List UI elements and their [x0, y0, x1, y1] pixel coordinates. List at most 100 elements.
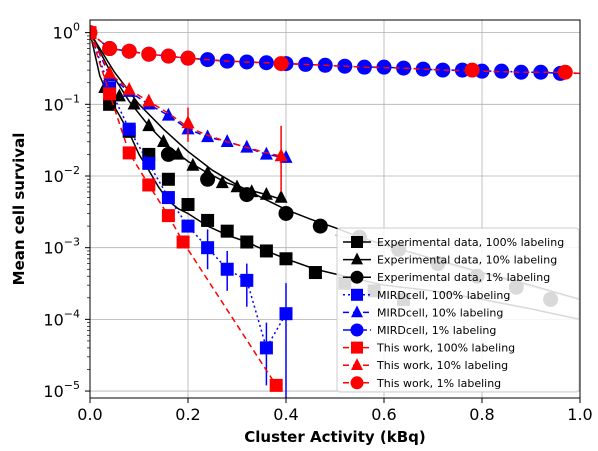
legend-label: Experimental data, 100% labeling	[377, 236, 564, 249]
data-point	[90, 25, 98, 41]
x-tick-label: 1.0	[567, 405, 592, 424]
data-point	[161, 191, 175, 205]
legend-marker	[350, 376, 364, 390]
data-point	[102, 41, 118, 57]
series-this-work-10-labeling	[90, 32, 288, 192]
data-point	[103, 87, 117, 101]
data-point	[220, 134, 234, 147]
data-point	[273, 56, 289, 72]
data-point	[142, 118, 156, 132]
data-point	[176, 235, 190, 249]
data-point	[122, 122, 136, 136]
data-point	[171, 146, 185, 160]
data-point	[141, 46, 157, 62]
x-tick-label: 0.8	[469, 405, 494, 424]
y-tick-label: 10−1	[43, 92, 80, 114]
series-this-work-100-labeling	[90, 26, 283, 392]
legend-label: MIRDcell, 100% labeling	[377, 289, 510, 302]
data-point	[220, 224, 234, 238]
legend-marker	[350, 270, 364, 284]
legend-entry: Experimental data, 100% labeling	[343, 236, 564, 249]
y-tick-label: 10−3	[43, 236, 80, 258]
data-point	[240, 139, 254, 153]
legend-label: Experimental data, 1% labeling	[377, 271, 550, 284]
legend-label: This work, 1% labeling	[376, 377, 501, 390]
data-point	[215, 175, 229, 189]
series-mirdcell-100-labeling	[90, 32, 293, 398]
x-tick-label: 0.6	[371, 405, 396, 424]
data-point	[160, 48, 176, 64]
data-point	[180, 50, 196, 66]
legend-label: MIRDcell, 1% labeling	[377, 324, 496, 337]
data-point	[142, 156, 156, 170]
plot-frame	[89, 19, 581, 399]
y-tick-label: 100	[53, 21, 80, 43]
x-tick-label: 0.4	[273, 405, 298, 424]
x-axis-label: Cluster Activity (kBq)	[244, 428, 425, 446]
data-point	[513, 64, 529, 80]
data-point	[274, 148, 288, 162]
data-point	[112, 88, 126, 102]
legend-marker	[351, 341, 363, 354]
data-point	[312, 218, 328, 234]
data-point	[259, 244, 273, 258]
data-point	[308, 266, 322, 280]
data-point	[161, 107, 175, 121]
y-axis-label: Mean cell survival	[10, 133, 28, 286]
data-point	[245, 184, 259, 198]
data-point	[186, 157, 200, 171]
legend-entry: This work, 10% labeling	[343, 358, 508, 372]
data-point	[127, 96, 141, 110]
legend-label: This work, 100% labeling	[376, 342, 515, 355]
legend-entry: This work, 1% labeling	[343, 376, 501, 390]
data-point	[201, 213, 215, 227]
data-point	[259, 341, 273, 355]
legend-marker	[351, 305, 363, 318]
y-tick-label: 10−5	[43, 379, 80, 401]
data-point	[181, 115, 195, 129]
legend-entry: Experimental data, 10% labeling	[343, 252, 557, 267]
data-point	[259, 186, 273, 200]
legend-label: This work, 10% labeling	[376, 359, 508, 372]
y-tick-label: 10−4	[43, 307, 80, 329]
data-point	[269, 378, 283, 392]
data-point	[230, 179, 244, 193]
data-point	[279, 307, 293, 321]
legend-entry: Experimental data, 1% labeling	[343, 270, 550, 284]
data-point	[121, 43, 137, 59]
data-point	[435, 62, 451, 78]
data-point	[201, 165, 215, 179]
legend: Experimental data, 100% labeling Experime…	[336, 227, 580, 393]
data-point	[142, 93, 156, 107]
legend-marker	[351, 252, 363, 265]
legend-label: Experimental data, 10% labeling	[377, 254, 557, 267]
data-point	[278, 205, 294, 221]
legend-marker	[350, 323, 364, 337]
data-point	[157, 134, 170, 147]
x-tick-label: 0.0	[77, 405, 102, 424]
legend-entry: MIRDcell, 10% labeling	[343, 305, 503, 319]
data-point	[161, 172, 175, 186]
legend-entry: This work, 100% labeling	[343, 341, 515, 355]
data-point	[181, 219, 195, 233]
legend-marker	[351, 288, 363, 301]
data-point	[103, 97, 117, 111]
legend-marker	[351, 236, 363, 248]
data-point	[142, 178, 156, 192]
ticks: 0.0 0.2 0.4 0.6 0.8 1.0 100 10−1 10−2 10−3 10−4 10−…	[43, 21, 592, 424]
x-tick-label: 0.2	[175, 405, 200, 424]
legend-box	[336, 227, 580, 393]
data-point	[464, 62, 480, 78]
y-tick-label: 10−2	[43, 164, 80, 186]
legend-marker	[351, 358, 363, 370]
data-point	[557, 64, 573, 80]
data-point	[201, 241, 215, 255]
data-point	[279, 252, 293, 266]
legend-entry: MIRDcell, 100% labeling	[343, 288, 510, 302]
data-point	[181, 198, 195, 212]
data-point	[220, 262, 234, 276]
legend-label: MIRDcell, 10% labeling	[377, 306, 503, 319]
data-point	[494, 63, 510, 79]
